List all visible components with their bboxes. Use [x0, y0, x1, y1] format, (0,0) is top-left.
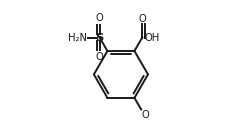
Text: O: O [96, 52, 104, 62]
Text: O: O [96, 13, 104, 23]
Text: H₂N: H₂N [68, 33, 87, 43]
Text: OH: OH [145, 33, 160, 43]
Text: S: S [96, 33, 104, 43]
Text: O: O [138, 14, 146, 24]
Text: O: O [142, 110, 150, 120]
